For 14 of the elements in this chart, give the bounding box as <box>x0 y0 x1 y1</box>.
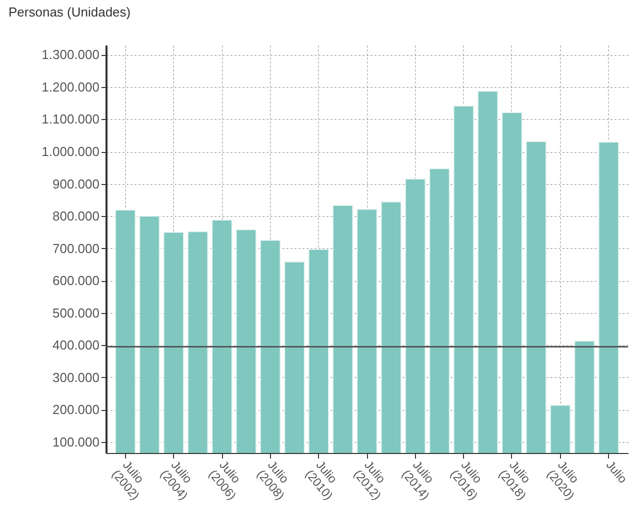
y-axis-title: Personas (Unidades) <box>8 4 131 20</box>
y-tick-label: 500.000 <box>52 305 100 320</box>
y-tick-label: 1.200.000 <box>42 79 100 94</box>
y-tick-label: 1.100.000 <box>42 112 100 127</box>
y-tick-label: 800.000 <box>52 208 100 224</box>
y-tick-label: 400.000 <box>52 338 100 353</box>
y-tick-label: 300.000 <box>52 370 100 385</box>
y-tick-label: 200.000 <box>52 402 100 418</box>
y-tick-label: 1.300.000 <box>42 47 100 62</box>
y-tick-label: 700.000 <box>52 240 100 256</box>
y-tick-label: 900.000 <box>52 176 100 192</box>
y-tick-label: 100.000 <box>52 434 100 450</box>
y-tick-label: 1.000.000 <box>42 144 100 160</box>
y-tick-label: 600.000 <box>52 273 100 288</box>
